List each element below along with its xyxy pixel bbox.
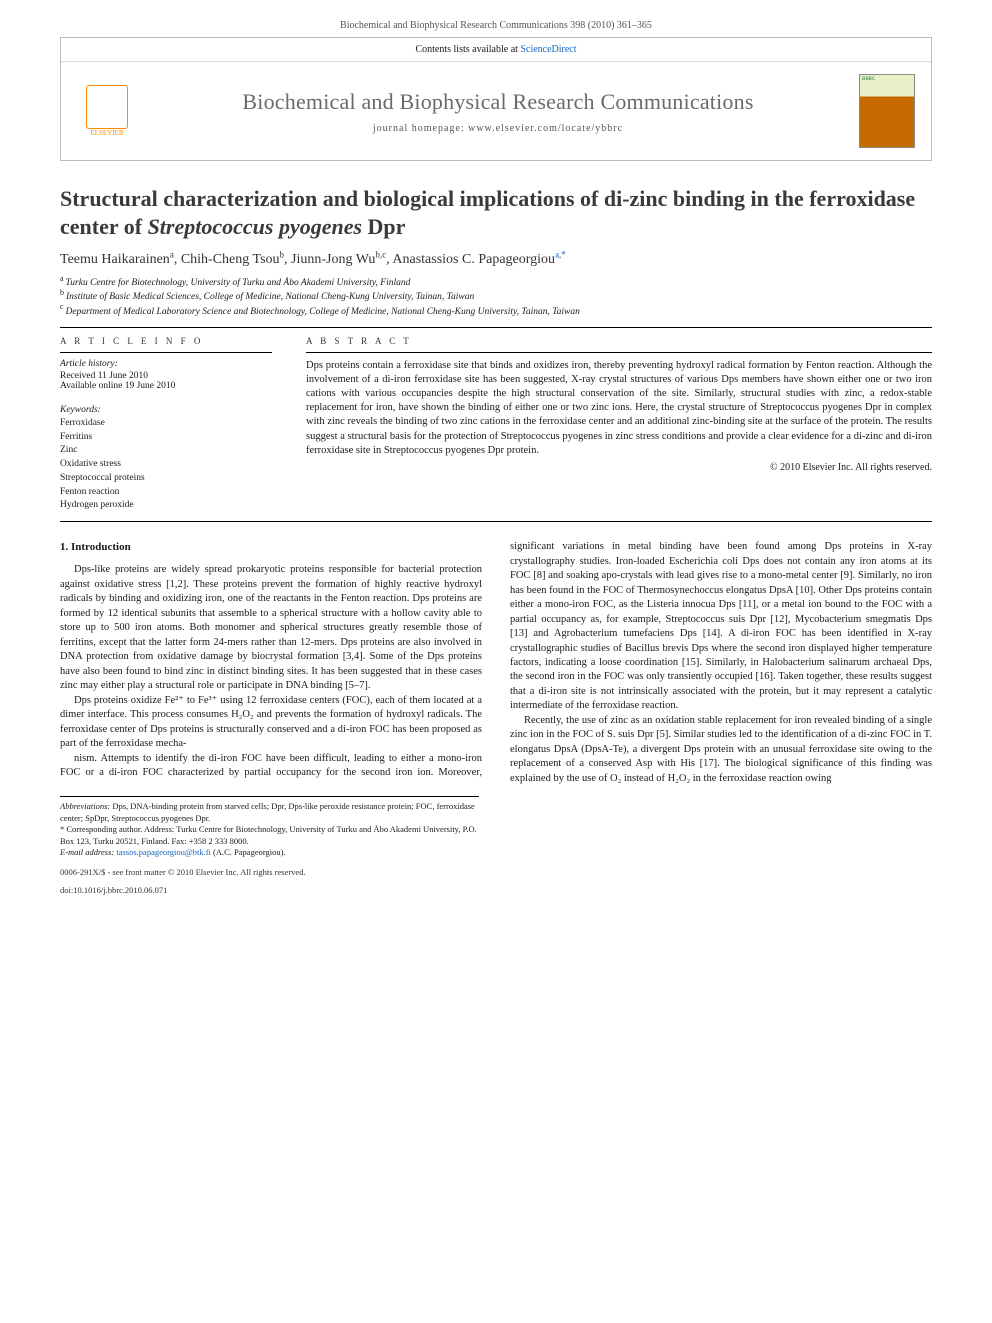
sciencedirect-link[interactable]: ScienceDirect	[520, 44, 576, 55]
abstract-text: Dps proteins contain a ferroxidase site …	[306, 359, 932, 458]
keyword: Hydrogen peroxide	[60, 499, 272, 513]
article-title: Structural characterization and biologic…	[60, 185, 932, 240]
journal-title-block: Biochemical and Biophysical Research Com…	[153, 89, 843, 134]
author-4: Anastassios C. Papageorgioua,*	[392, 252, 565, 267]
keyword: Zinc	[60, 444, 272, 458]
keyword: Ferritins	[60, 431, 272, 445]
article-info-column: A R T I C L E I N F O Article history: R…	[60, 336, 272, 513]
corresponding-email-link[interactable]: tassos.papageorgiou@btk.fi	[116, 847, 211, 857]
body-paragraph: Dps proteins oxidize Fe²⁺ to Fe³⁺ using …	[60, 694, 482, 752]
journal-title: Biochemical and Biophysical Research Com…	[153, 89, 843, 115]
citation-line: Biochemical and Biophysical Research Com…	[60, 20, 932, 31]
author-2: Chih-Cheng Tsoub	[181, 252, 284, 267]
author-1: Teemu Haikarainena	[60, 252, 174, 267]
header-main: ELSEVIER Biochemical and Biophysical Res…	[61, 62, 931, 160]
author-list: Teemu Haikarainena, Chih-Cheng Tsoub, Ji…	[60, 252, 932, 268]
abstract-column: A B S T R A C T Dps proteins contain a f…	[306, 336, 932, 513]
info-abstract-row: A R T I C L E I N F O Article history: R…	[60, 336, 932, 513]
header-top-bar: Contents lists available at ScienceDirec…	[61, 38, 931, 62]
affiliation-c: cDepartment of Medical Laboratory Scienc…	[60, 305, 932, 319]
keyword: Fenton reaction	[60, 486, 272, 500]
author-3: Jiunn-Jong Wub,c	[291, 252, 386, 267]
body-paragraph: Recently, the use of zinc as an oxidatio…	[510, 714, 932, 786]
keyword: Ferroxidase	[60, 417, 272, 431]
elsevier-logo: ELSEVIER	[77, 79, 137, 143]
contents-prefix: Contents lists available at	[415, 44, 520, 55]
journal-homepage: journal homepage: www.elsevier.com/locat…	[153, 123, 843, 134]
body-two-column: 1. Introduction Dps-like proteins are wi…	[60, 540, 932, 786]
keywords-label: Keywords:	[60, 405, 272, 415]
affiliation-a: aTurku Centre for Biotechnology, Univers…	[60, 276, 932, 290]
keyword: Oxidative stress	[60, 458, 272, 472]
journal-cover-thumb: BBRC	[859, 74, 915, 148]
section-heading-introduction: 1. Introduction	[60, 540, 482, 555]
title-italic: Streptococcus pyogenes	[148, 214, 362, 239]
abstract-heading: A B S T R A C T	[306, 336, 932, 346]
abstract-copyright: © 2010 Elsevier Inc. All rights reserved…	[306, 462, 932, 473]
rule-bottom	[60, 521, 932, 522]
affiliations: aTurku Centre for Biotechnology, Univers…	[60, 276, 932, 319]
affiliation-b: bInstitute of Basic Medical Sciences, Co…	[60, 290, 932, 304]
journal-header: Contents lists available at ScienceDirec…	[60, 37, 932, 161]
cover-abbr: BBRC	[862, 77, 875, 82]
footnotes: Abbreviations: Dps, DNA-binding protein …	[60, 796, 479, 858]
elsevier-tree-icon	[86, 85, 128, 129]
history-available: Available online 19 June 2010	[60, 381, 272, 391]
history-received: Received 11 June 2010	[60, 371, 272, 381]
abbreviations-line: Abbreviations: Dps, DNA-binding protein …	[60, 801, 479, 824]
publisher-label: ELSEVIER	[90, 129, 123, 137]
rule-top	[60, 327, 932, 328]
front-matter-line: 0006-291X/$ - see front matter © 2010 El…	[60, 867, 932, 877]
history-label: Article history:	[60, 359, 272, 369]
corresponding-author-line: * Corresponding author. Address: Turku C…	[60, 824, 479, 847]
title-suffix: Dpr	[362, 214, 405, 239]
body-paragraph: Dps-like proteins are widely spread prok…	[60, 563, 482, 693]
email-line: E-mail address: tassos.papageorgiou@btk.…	[60, 847, 479, 858]
keyword: Streptococcal proteins	[60, 472, 272, 486]
info-heading: A R T I C L E I N F O	[60, 336, 272, 346]
doi-line: doi:10.1016/j.bbrc.2010.06.071	[60, 885, 932, 895]
